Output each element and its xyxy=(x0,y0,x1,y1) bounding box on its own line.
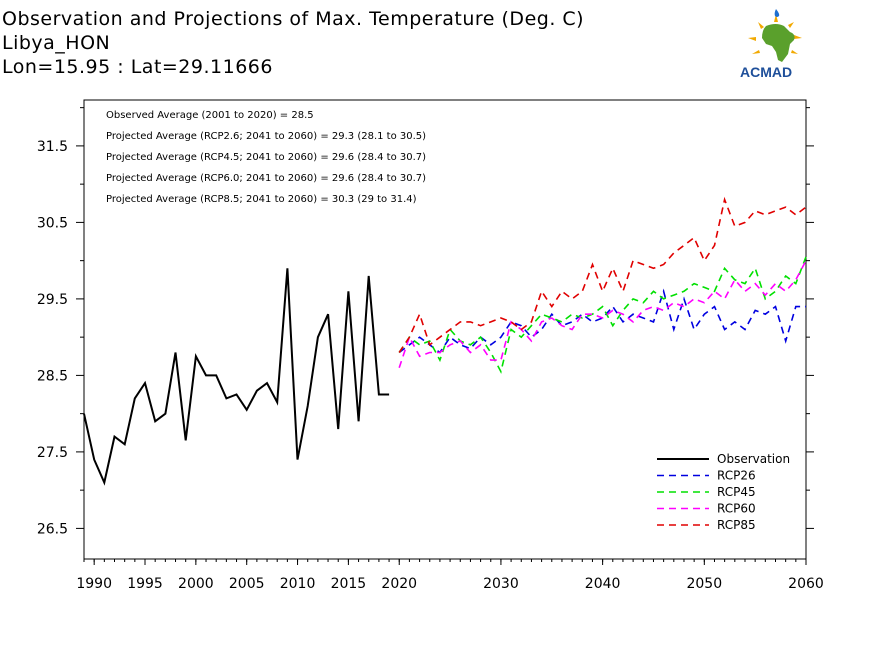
x-tick-label: 2000 xyxy=(178,576,214,592)
annotation-text: Projected Average (RCP4.5; 2041 to 2060)… xyxy=(106,152,426,163)
y-tick-label: 29.5 xyxy=(37,292,68,308)
legend-label: Observation xyxy=(717,452,790,466)
droplet-icon xyxy=(774,9,780,17)
y-tick-label: 30.5 xyxy=(37,215,68,231)
x-tick-label: 2040 xyxy=(585,576,621,592)
y-tick-label: 31.5 xyxy=(37,139,68,155)
africa-map-icon xyxy=(762,24,795,62)
series-line-rcp85 xyxy=(398,196,807,353)
series-line-observation xyxy=(83,268,390,486)
annotation-text: Projected Average (RCP6.0; 2041 to 2060)… xyxy=(106,173,426,184)
plot-frame xyxy=(83,99,807,560)
series-line-rcp60 xyxy=(398,260,807,369)
x-tick-label: 1990 xyxy=(76,576,112,592)
y-tick-label: 27.5 xyxy=(37,445,68,461)
y-tick-label: 28.5 xyxy=(37,368,68,384)
x-tick-label: 2030 xyxy=(483,576,519,592)
coords-label: Lon=15.95 : Lat=29.11666 xyxy=(2,56,273,78)
annotation-text: Observed Average (2001 to 2020) = 28.5 xyxy=(106,110,314,121)
location-label: Libya_HON xyxy=(2,32,111,54)
chart-title: Observation and Projections of Max. Temp… xyxy=(2,8,585,30)
legend-label: RCP26 xyxy=(717,469,756,483)
x-tick-label: 1995 xyxy=(127,576,163,592)
series-line-rcp45 xyxy=(398,256,807,374)
sun-rays-icon xyxy=(748,14,802,54)
x-tick-label: 2060 xyxy=(788,576,824,592)
annotation-text: Projected Average (RCP2.6; 2041 to 2060)… xyxy=(106,131,426,142)
legend-label: RCP85 xyxy=(717,518,756,532)
x-tick-label: 2005 xyxy=(229,576,265,592)
x-tick-label: 2050 xyxy=(686,576,722,592)
x-tick-label: 2015 xyxy=(331,576,367,592)
x-tick-label: 2020 xyxy=(381,576,417,592)
x-tick-label: 2010 xyxy=(280,576,316,592)
legend-label: RCP45 xyxy=(717,485,756,499)
acmad-logo xyxy=(748,9,802,62)
series-line-rcp26 xyxy=(398,288,806,354)
legend-label: RCP60 xyxy=(717,502,756,516)
y-tick-label: 26.5 xyxy=(37,521,68,537)
annotation-text: Projected Average (RCP8.5; 2041 to 2060)… xyxy=(106,194,417,205)
logo-text: ACMAD xyxy=(740,64,793,80)
